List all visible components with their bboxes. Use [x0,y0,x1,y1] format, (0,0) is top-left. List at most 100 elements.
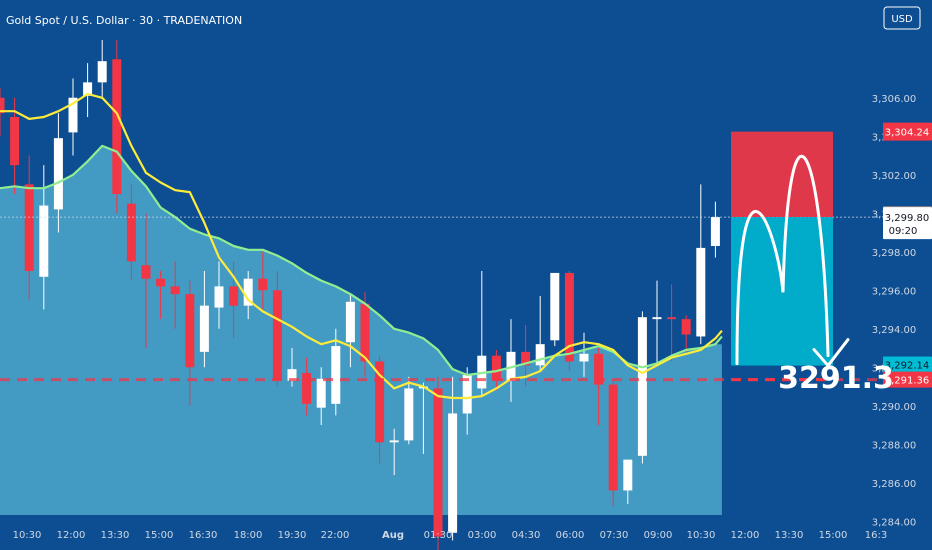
stop-loss-tag: 3,304.24 [883,122,932,141]
price-tags: 3,304.243,299.913,299.8009:203,292.143,2… [883,122,932,388]
candle-body[interactable] [345,301,355,343]
candle-body[interactable] [710,217,720,246]
candle-body[interactable] [521,351,531,366]
candle-body[interactable] [316,378,326,408]
candle-body[interactable] [375,361,385,443]
candle[interactable] [667,284,677,362]
candle-body[interactable] [0,97,5,114]
candle-body[interactable] [579,353,589,362]
candle[interactable] [0,88,5,137]
candle[interactable] [579,332,589,377]
candle[interactable] [550,272,560,347]
candle-body[interactable] [258,278,268,291]
candle[interactable] [302,357,312,416]
candle[interactable] [608,380,618,506]
candle-body[interactable] [696,247,706,337]
time-tick-label: 06:00 [556,530,585,541]
candle[interactable] [229,261,239,339]
time-axis[interactable]: 10:30 12:00 13:30 15:00 16:30 18:00 19:30 22:00… [13,530,888,541]
candle[interactable] [594,348,604,425]
candle-body[interactable] [170,286,180,295]
candle-body[interactable] [564,272,574,362]
candle-body[interactable] [448,413,458,533]
candle-body[interactable] [594,353,604,385]
candle-body[interactable] [126,203,136,262]
time-tick-label: 01:30 [424,530,453,541]
candle[interactable] [214,261,224,329]
candle[interactable] [141,213,151,348]
candle-body[interactable] [491,355,501,381]
candle[interactable] [97,40,107,98]
time-tick-label: 22:00 [321,530,350,541]
candle[interactable] [112,40,122,214]
candle-body[interactable] [229,286,239,306]
candle-body[interactable] [302,373,312,404]
candle[interactable] [360,292,370,377]
candle[interactable] [316,367,326,425]
candle-body[interactable] [141,265,151,279]
candle[interactable] [637,311,647,464]
candle[interactable] [83,63,93,117]
candle-body[interactable] [433,388,443,537]
candle[interactable] [199,271,209,368]
candle[interactable] [623,459,633,504]
candle[interactable] [448,376,458,541]
candle-body[interactable] [331,346,341,404]
candles[interactable] [0,40,720,550]
time-tick-label: 16:3 [865,530,887,541]
candle[interactable] [710,201,720,258]
candle[interactable] [331,328,341,416]
candle-body[interactable] [462,374,472,414]
candle[interactable] [258,251,268,310]
candle-body[interactable] [623,459,633,491]
candle-body[interactable] [404,388,414,441]
candle-body[interactable] [272,290,282,381]
candle-body[interactable] [637,317,647,456]
candle-body[interactable] [199,305,209,352]
candle[interactable] [10,97,20,194]
candle-body[interactable] [97,61,107,83]
candle-body[interactable] [667,317,677,320]
candle-body[interactable] [287,369,297,381]
candle[interactable] [389,428,399,476]
candle-body[interactable] [53,138,63,210]
candle-body[interactable] [389,440,399,443]
currency-button[interactable]: USD [883,6,921,30]
candle[interactable] [404,376,414,445]
candle[interactable] [24,155,34,300]
candle[interactable] [272,271,282,387]
candle[interactable] [345,294,355,368]
time-tick-label: 04:30 [512,530,541,541]
candle[interactable] [696,184,706,345]
candle-body[interactable] [39,205,49,277]
candle[interactable] [170,261,180,329]
candle-body[interactable] [214,286,224,308]
candle-body[interactable] [535,344,545,366]
candle[interactable] [156,271,166,320]
candle-body[interactable] [185,294,195,368]
candle[interactable] [681,315,691,352]
candle-body[interactable] [608,384,618,491]
candle-body[interactable] [10,117,20,166]
candle-body[interactable] [68,97,78,133]
candle-body[interactable] [681,319,691,335]
candle[interactable] [564,271,574,372]
candle-body[interactable] [112,59,122,194]
candle[interactable] [53,113,63,233]
candle[interactable] [68,78,78,156]
candle-body[interactable] [652,317,662,320]
position-tool[interactable] [0,131,878,382]
candle-body[interactable] [83,82,93,96]
candle-body[interactable] [24,184,34,271]
candle-body[interactable] [360,303,370,362]
candle[interactable] [433,376,443,550]
candle-body[interactable] [243,278,253,306]
candle-body[interactable] [550,272,560,341]
candle[interactable] [126,184,136,281]
symbol-title[interactable]: Gold Spot / U.S. Dollar · 30 · TRADENATI… [6,14,242,27]
candle[interactable] [652,280,662,366]
candle-body[interactable] [156,278,166,287]
candle[interactable] [185,280,195,406]
candle[interactable] [243,271,253,320]
